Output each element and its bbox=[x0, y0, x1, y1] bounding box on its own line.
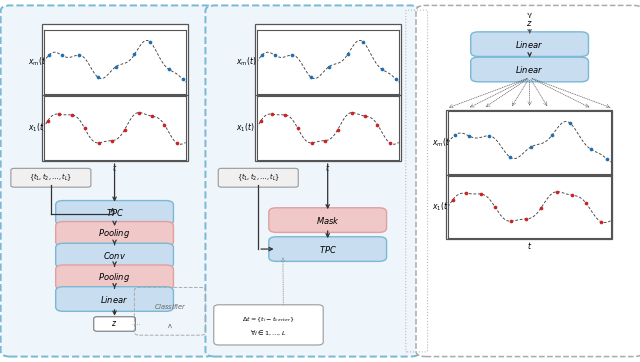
Text: $Conv$: $Conv$ bbox=[103, 250, 126, 261]
Text: $\{t_1,t_2,\ldots,t_L\}$: $\{t_1,t_2,\ldots,t_L\}$ bbox=[29, 172, 72, 184]
FancyBboxPatch shape bbox=[56, 243, 173, 268]
Text: $Linear$: $Linear$ bbox=[515, 39, 544, 50]
FancyBboxPatch shape bbox=[205, 5, 420, 357]
Text: $\Delta t = \{t_i - t_{center}\}$: $\Delta t = \{t_i - t_{center}\}$ bbox=[242, 315, 295, 324]
Text: $t$: $t$ bbox=[112, 162, 117, 173]
FancyBboxPatch shape bbox=[1, 5, 215, 357]
Text: $\vdots$: $\vdots$ bbox=[61, 98, 68, 111]
Text: $z$: $z$ bbox=[526, 19, 533, 28]
Text: $Linear$: $Linear$ bbox=[100, 294, 129, 304]
Text: $x_m(t)$: $x_m(t)$ bbox=[236, 56, 256, 68]
Text: $TPC$: $TPC$ bbox=[106, 207, 124, 218]
Text: $z$: $z$ bbox=[111, 320, 118, 328]
Text: $Linear$: $Linear$ bbox=[515, 64, 544, 75]
Text: $\forall i \in 1,\ldots,L$: $\forall i \in 1,\ldots,L$ bbox=[250, 328, 287, 337]
Text: $Mask$: $Mask$ bbox=[316, 215, 340, 226]
Text: $\{t_1,t_2,\ldots,t_L\}$: $\{t_1,t_2,\ldots,t_L\}$ bbox=[237, 172, 280, 184]
FancyBboxPatch shape bbox=[56, 222, 173, 246]
FancyBboxPatch shape bbox=[56, 287, 173, 311]
Text: $x_1(t)$: $x_1(t)$ bbox=[236, 122, 254, 134]
FancyBboxPatch shape bbox=[269, 237, 387, 261]
Text: $x_1(t)$: $x_1(t)$ bbox=[28, 122, 46, 134]
FancyBboxPatch shape bbox=[56, 265, 173, 290]
Text: $TPC$: $TPC$ bbox=[319, 244, 337, 254]
FancyBboxPatch shape bbox=[471, 57, 589, 82]
Text: $x_m(t)$: $x_m(t)$ bbox=[28, 56, 48, 68]
Text: $x_1(t)$: $x_1(t)$ bbox=[432, 201, 451, 213]
Text: $x_m(t)$: $x_m(t)$ bbox=[432, 136, 452, 149]
FancyBboxPatch shape bbox=[56, 201, 173, 225]
Bar bbox=[255, 24, 401, 161]
Bar bbox=[446, 110, 612, 239]
FancyBboxPatch shape bbox=[93, 317, 136, 331]
Text: $Pooling$: $Pooling$ bbox=[99, 271, 131, 284]
FancyBboxPatch shape bbox=[214, 305, 323, 345]
FancyBboxPatch shape bbox=[471, 32, 589, 56]
FancyBboxPatch shape bbox=[11, 168, 91, 187]
FancyBboxPatch shape bbox=[416, 5, 640, 357]
Text: $\vdots$: $\vdots$ bbox=[472, 176, 479, 189]
Text: $Pooling$: $Pooling$ bbox=[99, 227, 131, 240]
Bar bbox=[42, 24, 188, 161]
Text: $t$: $t$ bbox=[325, 162, 330, 173]
Text: $\vdots$: $\vdots$ bbox=[276, 98, 284, 111]
Text: $t$: $t$ bbox=[527, 240, 532, 251]
Text: $Classifier$: $Classifier$ bbox=[154, 302, 186, 311]
FancyBboxPatch shape bbox=[269, 208, 387, 232]
FancyBboxPatch shape bbox=[218, 168, 298, 187]
